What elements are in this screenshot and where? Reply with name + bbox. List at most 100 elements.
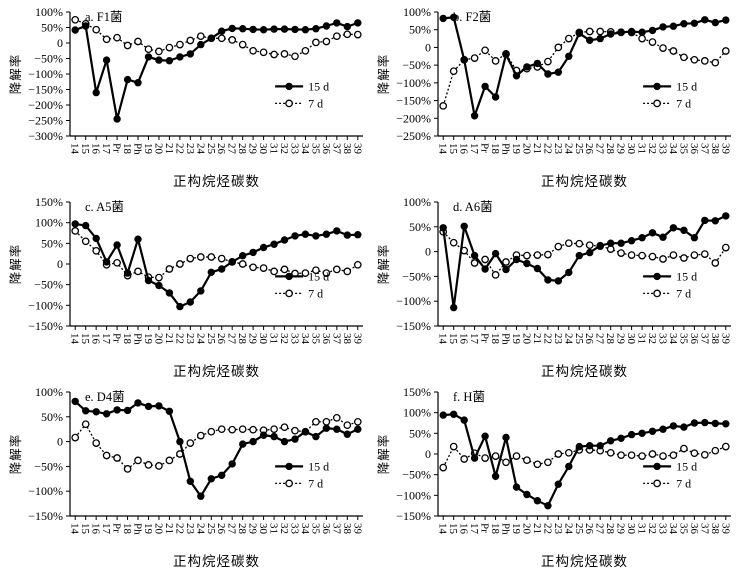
data-point	[113, 406, 121, 414]
data-point	[481, 46, 489, 55]
data-point	[575, 251, 584, 260]
data-point	[596, 441, 604, 450]
x-tick-label: 17	[100, 333, 112, 345]
data-point	[322, 417, 331, 426]
x-tick-label: 16	[458, 333, 470, 345]
data-point	[176, 437, 184, 446]
data-point	[450, 410, 458, 418]
panel-title: f. H菌	[453, 390, 485, 404]
data-point	[669, 422, 678, 430]
data-point	[680, 226, 688, 234]
data-point	[491, 249, 500, 258]
data-point	[565, 52, 573, 60]
data-point	[280, 437, 289, 446]
x-tick-label: 16	[458, 143, 470, 155]
data-point	[564, 448, 573, 457]
series-line-7d	[74, 417, 359, 470]
x-tick-label: 29	[615, 143, 627, 155]
data-point	[165, 407, 174, 415]
x-tick-label: 20	[520, 143, 532, 155]
data-point	[332, 413, 341, 422]
data-point	[596, 27, 605, 36]
data-point	[638, 452, 646, 460]
data-point	[197, 492, 205, 500]
data-point	[585, 241, 594, 250]
series-line-15d	[74, 400, 359, 499]
x-tick-label: 19	[510, 333, 522, 345]
y-tick-label: −100%	[28, 298, 63, 312]
x-tick-label: 29	[615, 333, 627, 345]
data-point	[123, 41, 132, 50]
data-point	[564, 239, 573, 248]
data-point	[690, 234, 699, 242]
data-point	[322, 424, 331, 432]
x-tick-label: 22	[541, 143, 553, 154]
data-point	[155, 462, 163, 470]
data-point	[301, 26, 310, 34]
y-tick-label: 150%	[35, 195, 63, 209]
data-point	[123, 269, 132, 277]
data-point	[491, 57, 500, 65]
x-tick-label: Pr	[111, 523, 123, 533]
data-point	[690, 449, 699, 458]
data-point	[102, 258, 111, 266]
legend-marker	[285, 289, 293, 298]
data-point	[575, 29, 584, 37]
x-tick-label: 34	[667, 143, 679, 155]
legend-marker	[653, 289, 661, 298]
data-point	[280, 50, 289, 58]
data-point	[196, 253, 205, 261]
legend-marker	[653, 462, 661, 471]
y-tick-label: −150%	[28, 509, 63, 523]
y-tick-label: 0	[425, 245, 431, 259]
data-point	[102, 410, 111, 418]
y-axis-label: 降解率	[377, 433, 391, 475]
y-tick-label: 0	[425, 40, 431, 54]
x-tick-label: 31	[268, 333, 280, 344]
data-point	[533, 59, 542, 68]
x-tick-label: 30	[625, 523, 637, 535]
x-tick-label: Ph	[132, 523, 144, 535]
panel-h: 150% 100% 50% 0 −50% −100% −150% 14 15 16 17 Pr 18 Ph…	[368, 380, 737, 570]
data-point	[648, 252, 657, 261]
data-point	[228, 460, 236, 468]
data-point	[155, 56, 163, 64]
y-tick-label: 50%	[41, 21, 63, 35]
y-tick-label: −200%	[396, 111, 431, 125]
legend-label: 7 d	[308, 286, 323, 300]
data-point	[502, 265, 510, 274]
x-axis-label: 正构烷烃碳数	[173, 363, 260, 379]
data-point	[586, 441, 594, 450]
x-tick-label: 30	[625, 333, 637, 345]
x-tick-label: 32	[646, 143, 658, 154]
x-tick-label: 38	[341, 143, 353, 155]
x-tick-label: Ph	[132, 333, 144, 345]
data-point	[606, 448, 615, 457]
x-tick-label: 35	[677, 143, 689, 155]
chart-f2: 100% 50% 0 −50% −100% −150% −200% −250% 14151617…	[396, 5, 731, 155]
data-point	[228, 258, 236, 266]
data-point	[196, 32, 205, 41]
data-point	[638, 234, 646, 242]
data-point	[585, 27, 594, 36]
data-point	[512, 255, 521, 264]
data-point	[301, 230, 310, 238]
x-tick-label: 29	[247, 523, 259, 535]
data-point	[144, 53, 153, 61]
y-tick-label: −150%	[396, 319, 431, 333]
data-point	[711, 18, 719, 27]
data-point	[280, 25, 289, 33]
x-tick-label: 25	[205, 523, 217, 535]
data-point	[722, 420, 730, 428]
data-point	[165, 57, 174, 65]
data-point	[81, 237, 90, 246]
x-tick-label: 14	[437, 523, 449, 535]
data-point	[186, 298, 195, 306]
data-point	[669, 451, 678, 460]
data-point	[259, 431, 268, 439]
data-point	[207, 268, 216, 277]
data-point	[291, 52, 299, 61]
x-tick-label: 18	[489, 143, 501, 155]
data-point	[312, 432, 320, 441]
x-tick-label: Ph	[500, 143, 512, 155]
